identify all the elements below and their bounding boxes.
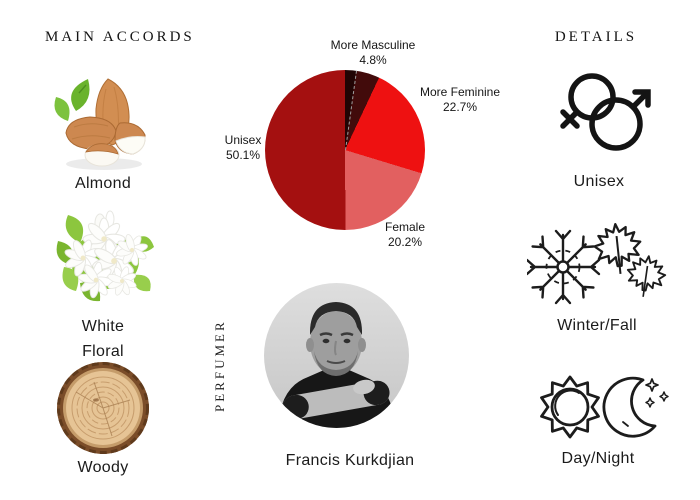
accord-label-woody: Woody xyxy=(77,459,129,476)
gender-pie-chart-region: More Masculine 4.8% More Feminine 22.7% … xyxy=(210,30,500,258)
pie-label-more-masculine: More Masculine 4.8% xyxy=(330,38,416,67)
portrait-photo xyxy=(264,283,409,428)
woody-icon xyxy=(57,362,149,454)
gender-unisex-icon xyxy=(556,66,652,158)
perfumer-portrait xyxy=(264,283,409,428)
woody-image xyxy=(54,360,152,456)
perfumer-heading: PERFUMER xyxy=(212,319,227,412)
main-accords-heading: MAIN ACCORDS xyxy=(45,29,195,45)
snowflake-and-maple-leaves-icon xyxy=(527,222,675,312)
pie-label-female: Female 20.2% xyxy=(384,220,426,249)
almond-icon xyxy=(54,78,146,170)
detail-label-season: Winter/Fall xyxy=(557,317,637,334)
sun-and-moon-icon xyxy=(537,369,672,447)
details-heading: DETAILS xyxy=(554,29,638,45)
detail-label-time: Day/Night xyxy=(561,450,635,467)
white-floral-icon xyxy=(56,210,155,302)
white-floral-image xyxy=(50,203,160,313)
detail-label-gender: Unisex xyxy=(573,173,625,190)
almond-image xyxy=(46,63,158,175)
accord-label-white-floral: White Floral xyxy=(81,318,125,360)
pie-label-unisex: Unisex 50.1% xyxy=(224,133,262,162)
pie-label-more-feminine: More Feminine 22.7% xyxy=(419,85,501,114)
perfumer-name: Francis Kurkdjian xyxy=(285,452,415,469)
pie-chart xyxy=(265,70,425,230)
accord-label-almond: Almond xyxy=(74,175,132,192)
